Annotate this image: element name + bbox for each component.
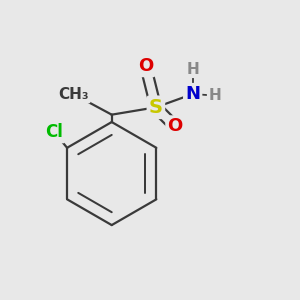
Text: O: O: [167, 117, 183, 135]
Text: CH₃: CH₃: [58, 87, 89, 102]
Text: N: N: [185, 85, 200, 103]
Text: S: S: [149, 98, 163, 117]
Text: H: H: [186, 61, 199, 76]
Text: Cl: Cl: [45, 123, 63, 141]
Text: O: O: [138, 57, 153, 75]
Text: H: H: [208, 88, 221, 103]
